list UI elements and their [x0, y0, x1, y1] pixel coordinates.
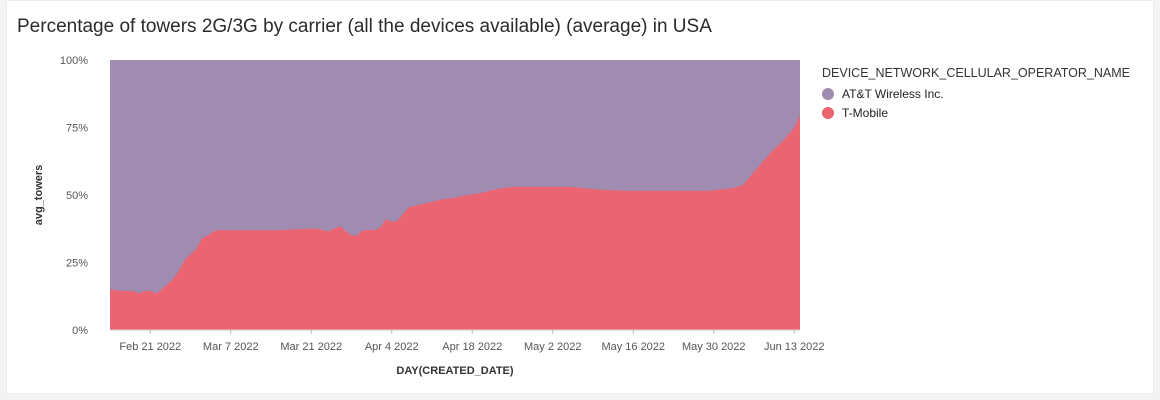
legend-title: DEVICE_NETWORK_CELLULAR_OPERATOR_NAME	[822, 66, 1130, 80]
x-tick-label: Feb 21 2022	[119, 341, 181, 353]
x-tick-label: May 16 2022	[601, 341, 665, 353]
legend-swatch-tmobile	[822, 106, 834, 119]
y-tick-label: 25%	[66, 258, 88, 270]
x-tick-label: Jun 13 2022	[764, 341, 825, 353]
x-tick-label: Apr 18 2022	[442, 341, 502, 353]
legend-item-tmobile[interactable]: T-Mobile	[822, 105, 1130, 120]
legend-label-tmobile: T-Mobile	[842, 105, 889, 120]
legend-item-att[interactable]: AT&T Wireless Inc.	[822, 86, 1130, 101]
y-tick-label: 75%	[66, 123, 88, 135]
legend: DEVICE_NETWORK_CELLULAR_OPERATOR_NAME AT…	[822, 66, 1130, 124]
y-tick-label: 100%	[60, 55, 88, 67]
x-tick-label: May 30 2022	[682, 341, 746, 353]
legend-swatch-att	[822, 87, 834, 100]
x-tick-label: May 2 2022	[524, 341, 581, 353]
x-axis-title: DAY(CREATED_DATE)	[396, 365, 513, 377]
x-tick-label: Apr 4 2022	[365, 341, 419, 353]
x-tick-label: Mar 7 2022	[203, 341, 259, 353]
x-tick-label: Mar 21 2022	[280, 341, 342, 353]
y-axis-title: avg_towers	[33, 165, 45, 226]
legend-label-att: AT&T Wireless Inc.	[842, 86, 944, 101]
y-tick-label: 50%	[66, 190, 88, 202]
area-t-mobile	[110, 115, 800, 330]
y-tick-label: 0%	[72, 325, 88, 337]
chart-title: Percentage of towers 2G/3G by carrier (a…	[17, 16, 712, 37]
